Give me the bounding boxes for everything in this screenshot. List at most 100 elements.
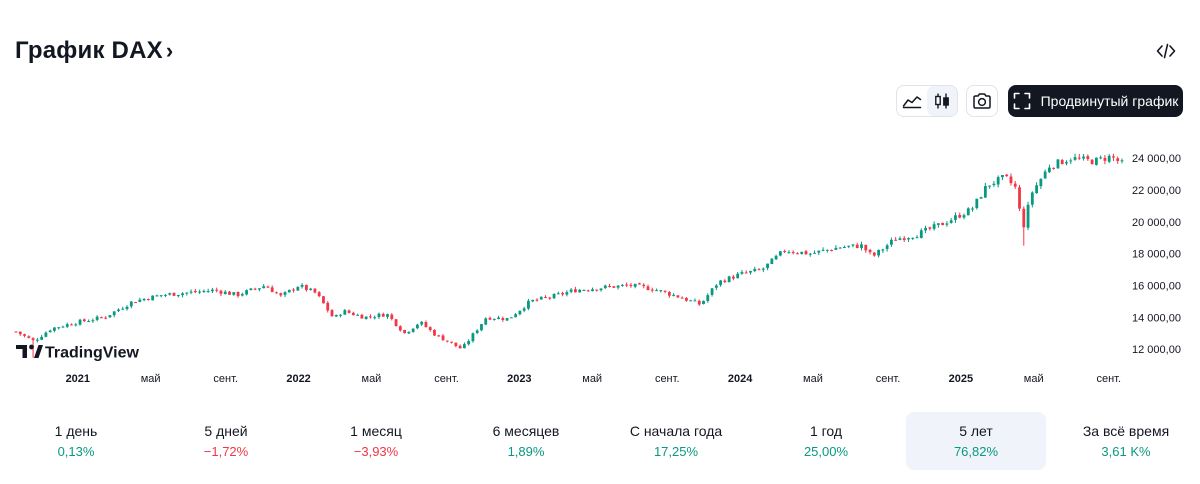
candle-body (595, 289, 599, 291)
candle-body (979, 197, 983, 199)
candle-body (744, 272, 748, 274)
period-label: С начала года (629, 423, 723, 439)
candle-body (185, 292, 189, 294)
period-tab-0[interactable]: 1 день 0,13% (6, 412, 146, 470)
candle-body (74, 324, 78, 326)
candle-body (796, 253, 799, 255)
area-chart-button[interactable] (897, 86, 927, 116)
candle-body (313, 288, 317, 293)
candle-body (386, 314, 389, 317)
candle-body (864, 244, 868, 251)
x-tick-label: сент. (434, 373, 459, 385)
candle-body (1039, 178, 1043, 187)
period-tab-2[interactable]: 1 месяц −3,93% (306, 412, 446, 470)
candle-body (714, 285, 718, 288)
candle-body (309, 288, 313, 290)
candle-body (902, 238, 906, 241)
candle-body (390, 314, 394, 319)
embed-code-button[interactable] (1152, 38, 1180, 64)
candle-body (283, 292, 287, 295)
y-tick-label: 16 000,00 (1132, 280, 1181, 292)
candle-body (932, 224, 936, 229)
page-title[interactable]: График DAX › (15, 37, 173, 65)
candle-body (1026, 204, 1030, 228)
candle-body (1082, 156, 1085, 159)
candle-body (727, 276, 731, 283)
tradingview-logo[interactable]: TradingView (16, 345, 140, 362)
candle-body (971, 208, 974, 210)
candle-body (164, 294, 167, 296)
candle-body (151, 295, 155, 301)
candle-body (689, 300, 693, 302)
candle-body (740, 272, 744, 274)
candle-body (373, 317, 377, 319)
candle-body (736, 273, 740, 279)
advanced-chart-button[interactable]: Продвинутый график (1008, 85, 1183, 117)
candle-body (685, 297, 688, 301)
candle-body (61, 326, 65, 328)
candle-body (633, 283, 637, 287)
candle-body (347, 310, 351, 313)
candle-body (620, 284, 624, 286)
period-tab-5[interactable]: 1 год 25,00% (756, 412, 896, 470)
candle-body (983, 186, 987, 198)
candle-body (992, 183, 996, 185)
candle-body (458, 345, 462, 349)
candle-body (522, 308, 526, 311)
candle-body (1094, 157, 1098, 165)
candle-body (825, 249, 829, 251)
candle-body (356, 314, 360, 316)
period-tab-4[interactable]: С начала года 17,25% (606, 412, 746, 470)
tradingview-logo-text: TradingView (45, 345, 140, 362)
candle-body (962, 215, 966, 218)
candle-body (138, 299, 142, 302)
candle-body (480, 324, 483, 331)
candle-body (129, 301, 133, 307)
period-tab-3[interactable]: 6 месяцев 1,89% (456, 412, 596, 470)
candle-body (1077, 157, 1081, 159)
candle-body (488, 317, 492, 320)
area-chart-icon (902, 96, 922, 109)
period-change: 25,00% (803, 444, 849, 459)
candle-body (275, 292, 278, 294)
camera-icon (973, 93, 991, 109)
y-tick-label: 24 000,00 (1132, 153, 1181, 165)
candle-body (445, 340, 449, 342)
x-tick-label: 2023 (507, 373, 531, 385)
candle-body (527, 300, 530, 309)
period-tab-1[interactable]: 5 дней −1,72% (156, 412, 296, 470)
candle-body (253, 288, 257, 290)
period-change: 0,13% (57, 444, 95, 459)
candle-body (578, 289, 582, 293)
candle-body (817, 250, 821, 253)
candle-body (697, 300, 701, 305)
snapshot-button[interactable] (966, 85, 998, 117)
dax-candlestick-chart[interactable]: 12 000,00 14 000,00 16 000,00 18 000,00 20 0… (0, 128, 1200, 390)
candle-body (454, 342, 458, 347)
x-tick-label: сент. (876, 373, 901, 385)
candle-body (919, 230, 923, 238)
candle-body (655, 290, 658, 292)
candle-body (586, 290, 590, 292)
candle-body (381, 313, 385, 317)
period-change: 3,61 K% (1101, 444, 1151, 459)
candlestick-button[interactable] (927, 86, 957, 116)
period-label: 5 лет (959, 423, 993, 439)
candle-body (1018, 187, 1021, 209)
candle-body (441, 335, 445, 341)
x-tick-label: май (582, 373, 602, 385)
candle-body (23, 334, 26, 336)
period-tab-7[interactable]: За всё время 3,61 K% (1056, 412, 1196, 470)
candle-body (591, 289, 594, 292)
candle-body (300, 284, 304, 287)
period-tab-6[interactable]: 5 лет 76,82% (906, 412, 1046, 470)
candles-layer (14, 153, 1124, 358)
candle-body (975, 198, 979, 209)
candle-body (70, 324, 73, 326)
candle-body (206, 291, 210, 293)
candle-body (1090, 159, 1094, 165)
candle-body (95, 316, 99, 320)
candle-body (53, 327, 56, 331)
advanced-chart-label: Продвинутый график (1040, 93, 1179, 109)
candle-body (787, 252, 791, 254)
